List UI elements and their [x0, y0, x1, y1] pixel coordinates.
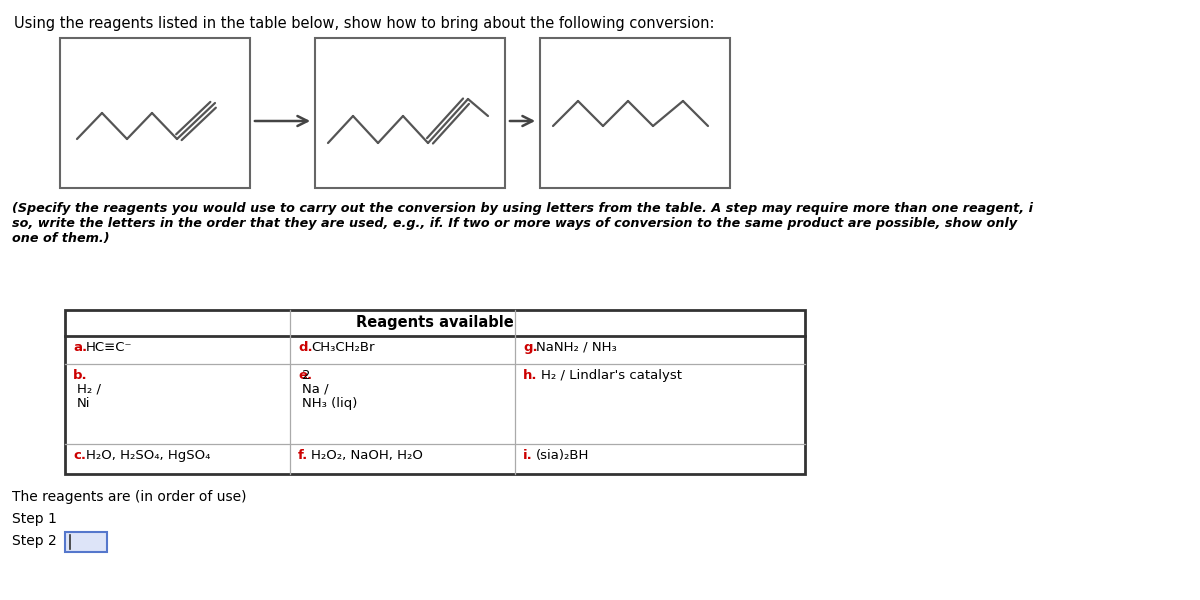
Bar: [540, 38, 730, 188]
Text: (sia)₂BH: (sia)₂BH: [536, 449, 589, 462]
Text: one of them.): one of them.): [12, 232, 109, 245]
Text: NH₃ (liq): NH₃ (liq): [302, 397, 358, 410]
Text: h.: h.: [523, 369, 538, 382]
Text: Na /: Na /: [302, 383, 329, 396]
Text: e.: e.: [298, 369, 312, 382]
Bar: [60, 38, 250, 188]
Text: Using the reagents listed in the table below, show how to bring about the follow: Using the reagents listed in the table b…: [14, 16, 714, 31]
Text: f.: f.: [298, 449, 308, 462]
Text: (Specify the reagents you would use to carry out the conversion by using letters: (Specify the reagents you would use to c…: [12, 202, 1033, 215]
Text: i.: i.: [523, 449, 533, 462]
Text: HC≡C⁻: HC≡C⁻: [86, 341, 132, 354]
Bar: [65, 532, 107, 552]
Text: H₂O, H₂SO₄, HgSO₄: H₂O, H₂SO₄, HgSO₄: [86, 449, 210, 462]
Text: H₂ /: H₂ /: [77, 383, 101, 396]
Text: Step 1: Step 1: [12, 512, 56, 526]
Text: Step 2: Step 2: [12, 534, 56, 548]
Text: d.: d.: [298, 341, 313, 354]
Text: The reagents are (in order of use): The reagents are (in order of use): [12, 490, 246, 504]
Bar: [65, 310, 805, 474]
Text: so, write the letters in the order that they are used, e.g., if. If two or more : so, write the letters in the order that …: [12, 217, 1018, 230]
Text: NaNH₂ / NH₃: NaNH₂ / NH₃: [536, 341, 617, 354]
Text: c.: c.: [73, 449, 86, 462]
Text: H₂ / Lindlar's catalyst: H₂ / Lindlar's catalyst: [541, 369, 682, 382]
Text: g.: g.: [523, 341, 538, 354]
Text: CH₃CH₂Br: CH₃CH₂Br: [311, 341, 374, 354]
Text: Ni: Ni: [77, 397, 90, 410]
Text: H₂O₂, NaOH, H₂O: H₂O₂, NaOH, H₂O: [311, 449, 422, 462]
Text: a.: a.: [73, 341, 88, 354]
Text: Reagents available: Reagents available: [356, 316, 514, 331]
Bar: [314, 38, 505, 188]
Text: 2: 2: [302, 369, 311, 382]
Text: b.: b.: [73, 369, 88, 382]
